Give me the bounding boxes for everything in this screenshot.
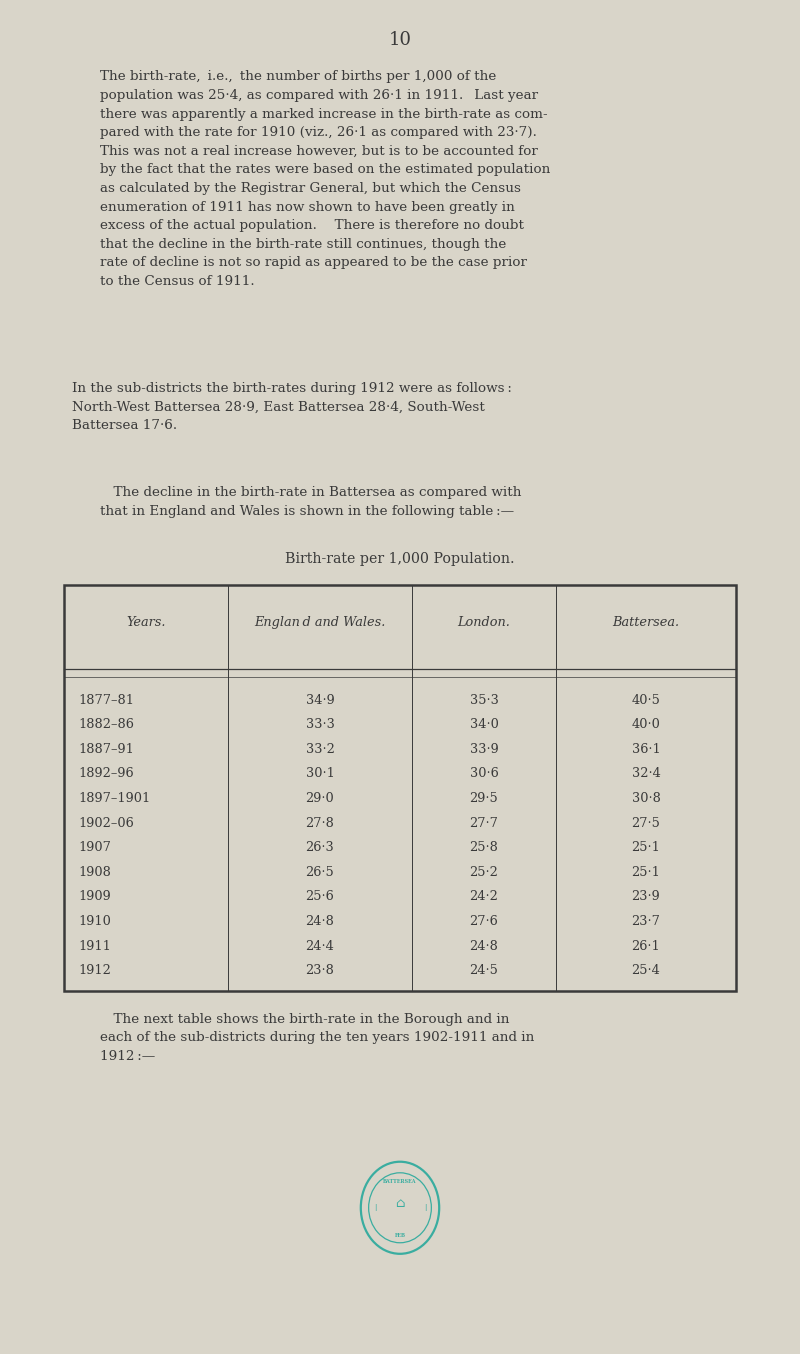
Text: 24·8: 24·8 — [470, 940, 498, 953]
Text: 1892–96: 1892–96 — [78, 768, 134, 780]
Text: Birth-rate per 1,000 Population.: Birth-rate per 1,000 Population. — [285, 552, 515, 566]
Text: 1902–06: 1902–06 — [78, 816, 134, 830]
Text: The birth-rate,  i.e.,  the number of births per 1,000 of the
population was 25·: The birth-rate, i.e., the number of birt… — [100, 70, 550, 288]
Text: 24·2: 24·2 — [470, 891, 498, 903]
Text: 34·9: 34·9 — [306, 693, 334, 707]
Text: 27·8: 27·8 — [306, 816, 334, 830]
Text: 1882–86: 1882–86 — [78, 718, 134, 731]
Text: 36·1: 36·1 — [632, 743, 660, 756]
Text: 10: 10 — [389, 31, 411, 49]
Text: 25·4: 25·4 — [631, 964, 661, 978]
Text: 26·5: 26·5 — [306, 865, 334, 879]
Text: Battersea.: Battersea. — [613, 616, 679, 630]
Text: Englan d and Wales.: Englan d and Wales. — [254, 616, 386, 630]
Text: 33·9: 33·9 — [470, 743, 498, 756]
Text: 24·8: 24·8 — [306, 915, 334, 927]
Text: |: | — [424, 1204, 426, 1212]
Text: 1912: 1912 — [78, 964, 111, 978]
Text: London.: London. — [458, 616, 510, 630]
Text: 27·6: 27·6 — [470, 915, 498, 927]
Text: 24·4: 24·4 — [306, 940, 334, 953]
Text: |: | — [374, 1204, 376, 1212]
Text: FEB: FEB — [394, 1233, 406, 1238]
Text: 25·1: 25·1 — [631, 865, 661, 879]
Text: 25·1: 25·1 — [631, 841, 661, 854]
Text: 23·9: 23·9 — [632, 891, 660, 903]
Text: ⌂: ⌂ — [395, 1197, 405, 1210]
Text: 24·5: 24·5 — [470, 964, 498, 978]
Text: In the sub-districts the birth-rates during 1912 were as follows :
North-West Ba: In the sub-districts the birth-rates dur… — [72, 382, 512, 432]
Text: 34·0: 34·0 — [470, 718, 498, 731]
Text: 25·2: 25·2 — [470, 865, 498, 879]
Text: 25·8: 25·8 — [470, 841, 498, 854]
Text: 1909: 1909 — [78, 891, 111, 903]
Text: 27·7: 27·7 — [470, 816, 498, 830]
Text: 27·5: 27·5 — [631, 816, 661, 830]
Text: 23·8: 23·8 — [306, 964, 334, 978]
Text: BATTERSEA: BATTERSEA — [383, 1178, 417, 1183]
Text: 35·3: 35·3 — [470, 693, 498, 707]
Text: 30·1: 30·1 — [306, 768, 334, 780]
Text: 1887–91: 1887–91 — [78, 743, 134, 756]
Text: 33·2: 33·2 — [306, 743, 334, 756]
Text: Years.: Years. — [126, 616, 166, 630]
Text: 40·5: 40·5 — [631, 693, 661, 707]
Text: 26·1: 26·1 — [632, 940, 660, 953]
Bar — [64, 585, 736, 991]
Text: The next table shows the birth-rate in the Borough and in
each of the sub-distri: The next table shows the birth-rate in t… — [100, 1013, 534, 1063]
Text: 32·4: 32·4 — [631, 768, 661, 780]
Text: 26·3: 26·3 — [306, 841, 334, 854]
Text: 29·5: 29·5 — [470, 792, 498, 806]
Text: 1910: 1910 — [78, 915, 111, 927]
Text: 1907: 1907 — [78, 841, 111, 854]
Text: 30·6: 30·6 — [470, 768, 498, 780]
Text: 1897–1901: 1897–1901 — [78, 792, 150, 806]
Text: The decline in the birth-rate in Battersea as compared with
that in England and : The decline in the birth-rate in Batters… — [100, 486, 522, 517]
Text: 30·8: 30·8 — [631, 792, 661, 806]
Text: 1877–81: 1877–81 — [78, 693, 134, 707]
Text: 40·0: 40·0 — [631, 718, 661, 731]
Text: 29·0: 29·0 — [306, 792, 334, 806]
Text: 23·7: 23·7 — [631, 915, 661, 927]
Text: 33·3: 33·3 — [306, 718, 334, 731]
Text: 25·6: 25·6 — [306, 891, 334, 903]
Text: 1908: 1908 — [78, 865, 111, 879]
Text: 1911: 1911 — [78, 940, 111, 953]
